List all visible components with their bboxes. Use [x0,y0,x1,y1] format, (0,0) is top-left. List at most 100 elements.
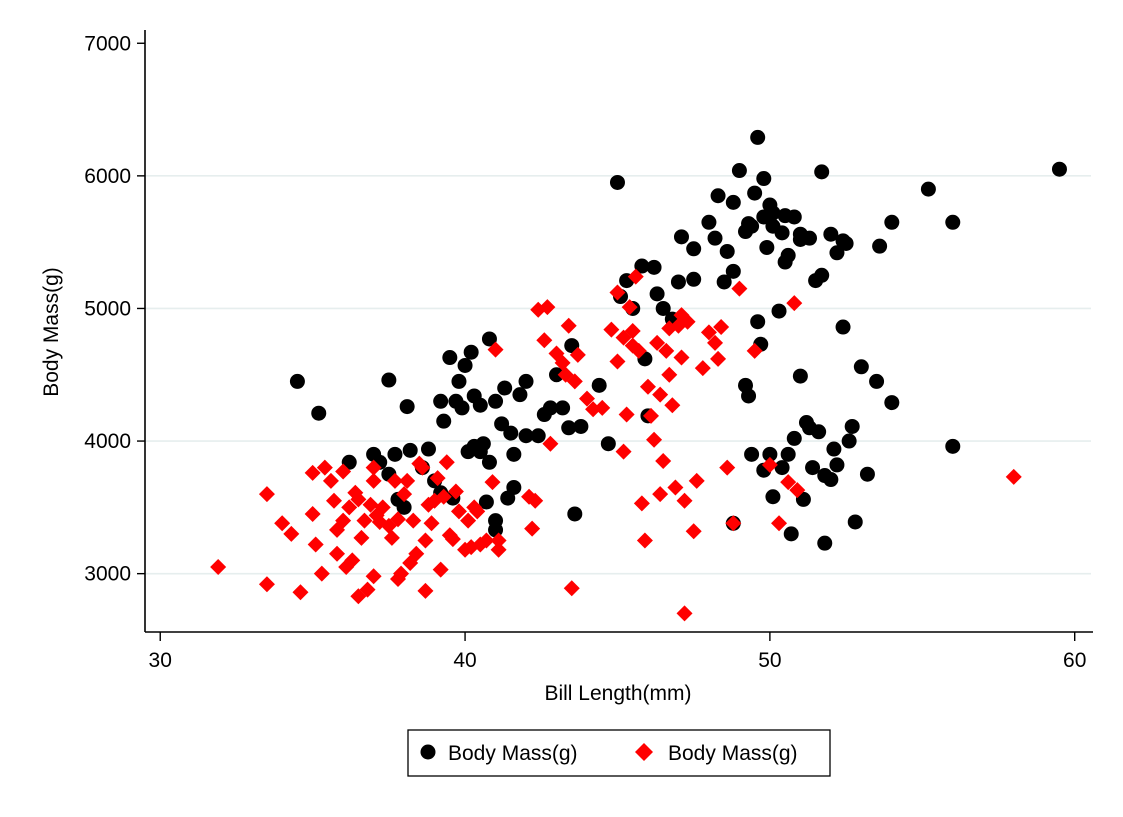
data-point-circle [396,499,412,515]
data-point-diamond [633,495,650,512]
data-point-circle [731,163,747,179]
data-point-diamond [304,464,321,481]
data-point-circle [884,395,900,411]
data-point-diamond [258,486,275,503]
data-point-diamond [325,492,342,509]
data-point-diamond [527,492,544,509]
data-point-circle [542,400,558,416]
data-point-circle [457,357,473,373]
data-point-diamond [578,390,595,407]
data-point-circle [573,418,589,434]
data-point-diamond [667,479,684,496]
data-point-diamond [322,472,339,489]
data-point-circle [634,258,650,274]
data-point-diamond [365,459,382,476]
data-point-diamond [341,499,358,516]
data-point-diamond [478,532,495,549]
data-point-circle [399,399,415,415]
data-point-circle [750,314,766,330]
data-point-diamond [417,532,434,549]
gridlines [145,175,1091,575]
data-point-diamond [362,496,379,513]
data-point-circle [725,194,741,210]
data-point-circle [765,489,781,505]
data-point-diamond [390,511,407,528]
data-point-circle [780,247,796,263]
data-point-circle [512,387,528,403]
x-tick-label: 30 [149,649,172,672]
data-point-circle [488,393,504,409]
data-point-circle [591,377,607,393]
data-point-diamond [335,512,352,529]
x-axis-title: Bill Length(mm) [544,682,691,705]
data-point-diamond [780,474,797,491]
data-point-diamond [731,280,748,297]
data-point-diamond [438,454,455,471]
data-point-circle [744,218,760,234]
data-point-diamond [423,515,440,532]
data-point-circle [475,436,491,452]
legend-label-red: Body Mass(g) [668,742,798,765]
data-point-diamond [432,561,449,578]
data-point-diamond [329,545,346,562]
data-point-circle [506,446,522,462]
data-point-circle [716,274,732,290]
data-point-diamond [649,334,666,351]
data-point-diamond [569,346,586,363]
data-point-diamond [639,378,656,395]
data-point-diamond [283,525,300,542]
data-point-diamond [393,565,410,582]
data-point-diamond [356,512,373,529]
data-point-circle [920,181,936,197]
y-tick-label: 5000 [84,297,131,320]
data-point-circle [646,259,662,275]
data-point-diamond [450,503,467,520]
data-point-circle [442,350,458,366]
y-tick-label: 4000 [84,430,131,453]
data-point-diamond [536,332,553,349]
data-point-circle [673,229,689,245]
data-point-diamond [447,483,464,500]
data-point-circle [756,171,772,187]
data-point-circle [826,441,842,457]
data-point-diamond [658,342,675,359]
legend: Body Mass(g) Body Mass(g) [407,729,831,777]
data-point-diamond [609,353,626,370]
data-point-circle [518,428,534,444]
data-point-diamond [646,431,663,448]
data-point-circle [451,373,467,389]
data-point-diamond [676,492,693,509]
data-point-diamond [789,482,806,499]
data-point-diamond [652,486,669,503]
data-point-diamond [707,334,724,351]
data-point-circle [802,230,818,246]
data-point-diamond [408,545,425,562]
y-tick-label: 7000 [84,32,131,55]
data-point-diamond [688,472,705,489]
data-point-diamond [673,349,690,366]
data-point-diamond [414,459,431,476]
data-point-diamond [524,520,541,537]
data-point-diamond [694,360,711,377]
data-point-circle [463,344,479,360]
data-point-diamond [353,529,370,546]
data-point-circle [774,225,790,241]
data-point-circle [814,164,830,180]
data-point-circle [707,230,723,246]
data-point-circle [561,420,577,436]
data-point-circle [829,457,845,473]
data-point-circle [1051,161,1067,177]
data-point-diamond [771,515,788,532]
x-tick-label: 40 [453,649,476,672]
data-point-circle [506,479,522,495]
data-point-diamond [396,486,413,503]
data-point-diamond [386,472,403,489]
data-point-circle [823,226,839,242]
data-point-circle [747,185,763,201]
data-point-circle [817,535,833,551]
data-point-diamond [661,366,678,383]
data-point-diamond [484,474,501,491]
data-point-circle [481,454,497,470]
data-point-diamond [405,512,422,529]
data-point-diamond [374,499,391,516]
